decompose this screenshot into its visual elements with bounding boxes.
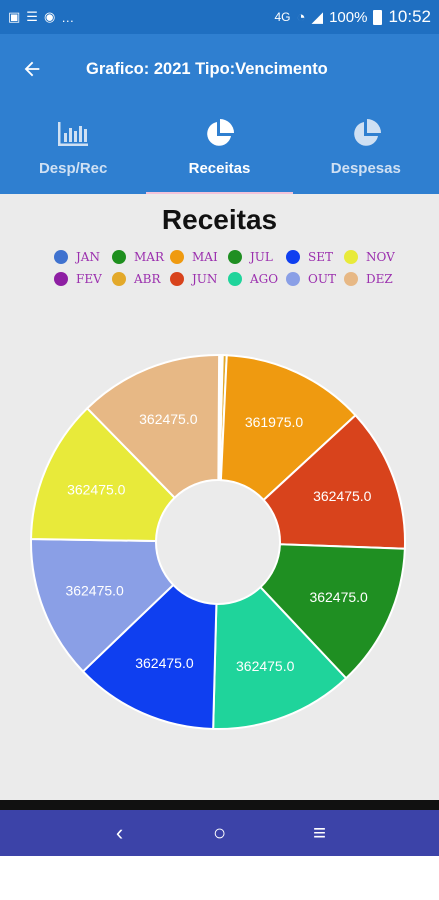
legend-item-nov: NOV: [344, 250, 402, 264]
legend-label: AGO: [250, 272, 279, 286]
slice-jun[interactable]: [262, 413, 406, 550]
legend-item-dez: DEZ: [344, 272, 402, 286]
network-type: 4G: [274, 10, 291, 24]
legend-item-fev: FEV: [54, 272, 112, 286]
legend-item-out: OUT: [286, 272, 344, 286]
legend-item-jan: JAN: [54, 250, 112, 264]
slice-out[interactable]: [30, 538, 175, 673]
legend-swatch: [170, 250, 184, 264]
nav-back-button[interactable]: ‹: [100, 813, 140, 853]
legend-label: MAI: [192, 250, 218, 264]
legend-label: DEZ: [366, 272, 393, 286]
wifi-icon: ◔: [296, 8, 306, 26]
legend-swatch: [112, 272, 126, 286]
legend-item-ago: AGO: [228, 272, 286, 286]
legend-label: JUL: [250, 250, 273, 264]
battery-percent: 100%: [329, 8, 368, 26]
legend-swatch: [228, 250, 242, 264]
legend-label: JAN: [76, 250, 100, 264]
legend-label: MAR: [134, 250, 164, 264]
back-arrow-button[interactable]: [0, 34, 64, 104]
legend-item-mar: MAR: [112, 250, 170, 264]
legend-item-abr: ABR: [112, 272, 170, 286]
donut-chart: 361975.0 362475.0 362475.0 362475.0 362475.0…: [30, 353, 406, 730]
legend-label: ABR: [134, 272, 161, 286]
legend-label: FEV: [76, 272, 102, 286]
legend-swatch: [54, 272, 68, 286]
screen-divider: [0, 800, 439, 810]
pie-chart-icon: [354, 119, 381, 146]
chart-legend: JAN MAR MAI JUL SET NOV FEV ABR JUN AGO …: [54, 250, 414, 286]
pie-chart-icon: [207, 119, 235, 146]
status-bar: ▣ ☰ ◉ … 4G ◔ ◢ 100% 10:52: [0, 0, 439, 34]
tab-receitas[interactable]: Receitas: [146, 104, 293, 194]
legend-swatch: [286, 272, 300, 286]
arrow-left-icon: [24, 61, 40, 77]
clock: 10:52: [388, 7, 431, 26]
tab-despesas[interactable]: Despesas: [293, 104, 439, 194]
legend-swatch: [228, 272, 242, 286]
legend-item-jun: JUN: [170, 272, 228, 286]
slice-label-ago: 362475.0: [236, 658, 295, 674]
legend-swatch: [54, 250, 68, 264]
slice-label-dez: 362475.0: [139, 411, 198, 427]
slice-set[interactable]: [81, 583, 218, 730]
bottom-margin: [0, 856, 439, 900]
legend-swatch: [112, 250, 126, 264]
nav-recents-button[interactable]: ≡: [300, 813, 340, 853]
slice-label-mai: 361975.0: [245, 414, 304, 430]
tab-label: Receitas: [188, 160, 251, 177]
more-notifications: …: [61, 9, 75, 25]
slice-mai[interactable]: [219, 354, 357, 502]
notification-icon: ▣: [8, 9, 21, 24]
chart-title: Receitas: [161, 204, 278, 235]
signal-icon: ◢: [311, 9, 324, 26]
legend-item-set: SET: [286, 250, 344, 264]
slice-label-nov: 362475.0: [67, 482, 126, 498]
list-icon: ☰: [26, 9, 38, 24]
legend-swatch: [344, 250, 358, 264]
slice-label-jun: 362475.0: [313, 488, 372, 504]
battery-icon: [373, 9, 383, 25]
legend-swatch: [170, 272, 184, 286]
legend-label: JUN: [192, 272, 218, 286]
home-icon: ○: [212, 820, 227, 845]
nav-home-button[interactable]: ○: [200, 813, 240, 853]
app-title: Grafico: 2021 Tipo:Vencimento: [86, 59, 328, 78]
recents-icon: ≡: [313, 820, 326, 845]
slice-ago[interactable]: [212, 585, 348, 730]
tab-desp-rec[interactable]: Desp/Rec: [0, 104, 146, 194]
chart-area: Receitas JAN MAR MAI JUL SET NOV FEV ABR…: [0, 194, 439, 800]
back-icon: ‹: [115, 820, 124, 845]
tab-label: Despesas: [330, 160, 401, 177]
slice-label-set: 362475.0: [135, 655, 194, 671]
app-icon: ◉: [43, 9, 56, 24]
system-nav-bar: ‹ ○ ≡: [0, 810, 439, 856]
slice-label-out: 362475.0: [65, 582, 124, 598]
legend-item-mai: MAI: [170, 250, 228, 264]
bar-chart-icon: [58, 122, 89, 146]
slice-label-jul: 362475.0: [309, 589, 368, 605]
legend-label: SET: [308, 250, 333, 264]
legend-swatch: [344, 272, 358, 286]
legend-label: OUT: [308, 272, 336, 286]
legend-item-jul: JUL: [228, 250, 286, 264]
legend-swatch: [286, 250, 300, 264]
tab-bar: Desp/Rec Receitas Despesas: [0, 104, 439, 194]
slice-nov[interactable]: [30, 406, 177, 543]
slice-dez[interactable]: [85, 354, 221, 500]
legend-label: NOV: [366, 250, 395, 264]
tab-label: Desp/Rec: [38, 160, 108, 177]
app-bar: Grafico: 2021 Tipo:Vencimento: [0, 34, 439, 104]
slice-jul[interactable]: [259, 543, 406, 680]
